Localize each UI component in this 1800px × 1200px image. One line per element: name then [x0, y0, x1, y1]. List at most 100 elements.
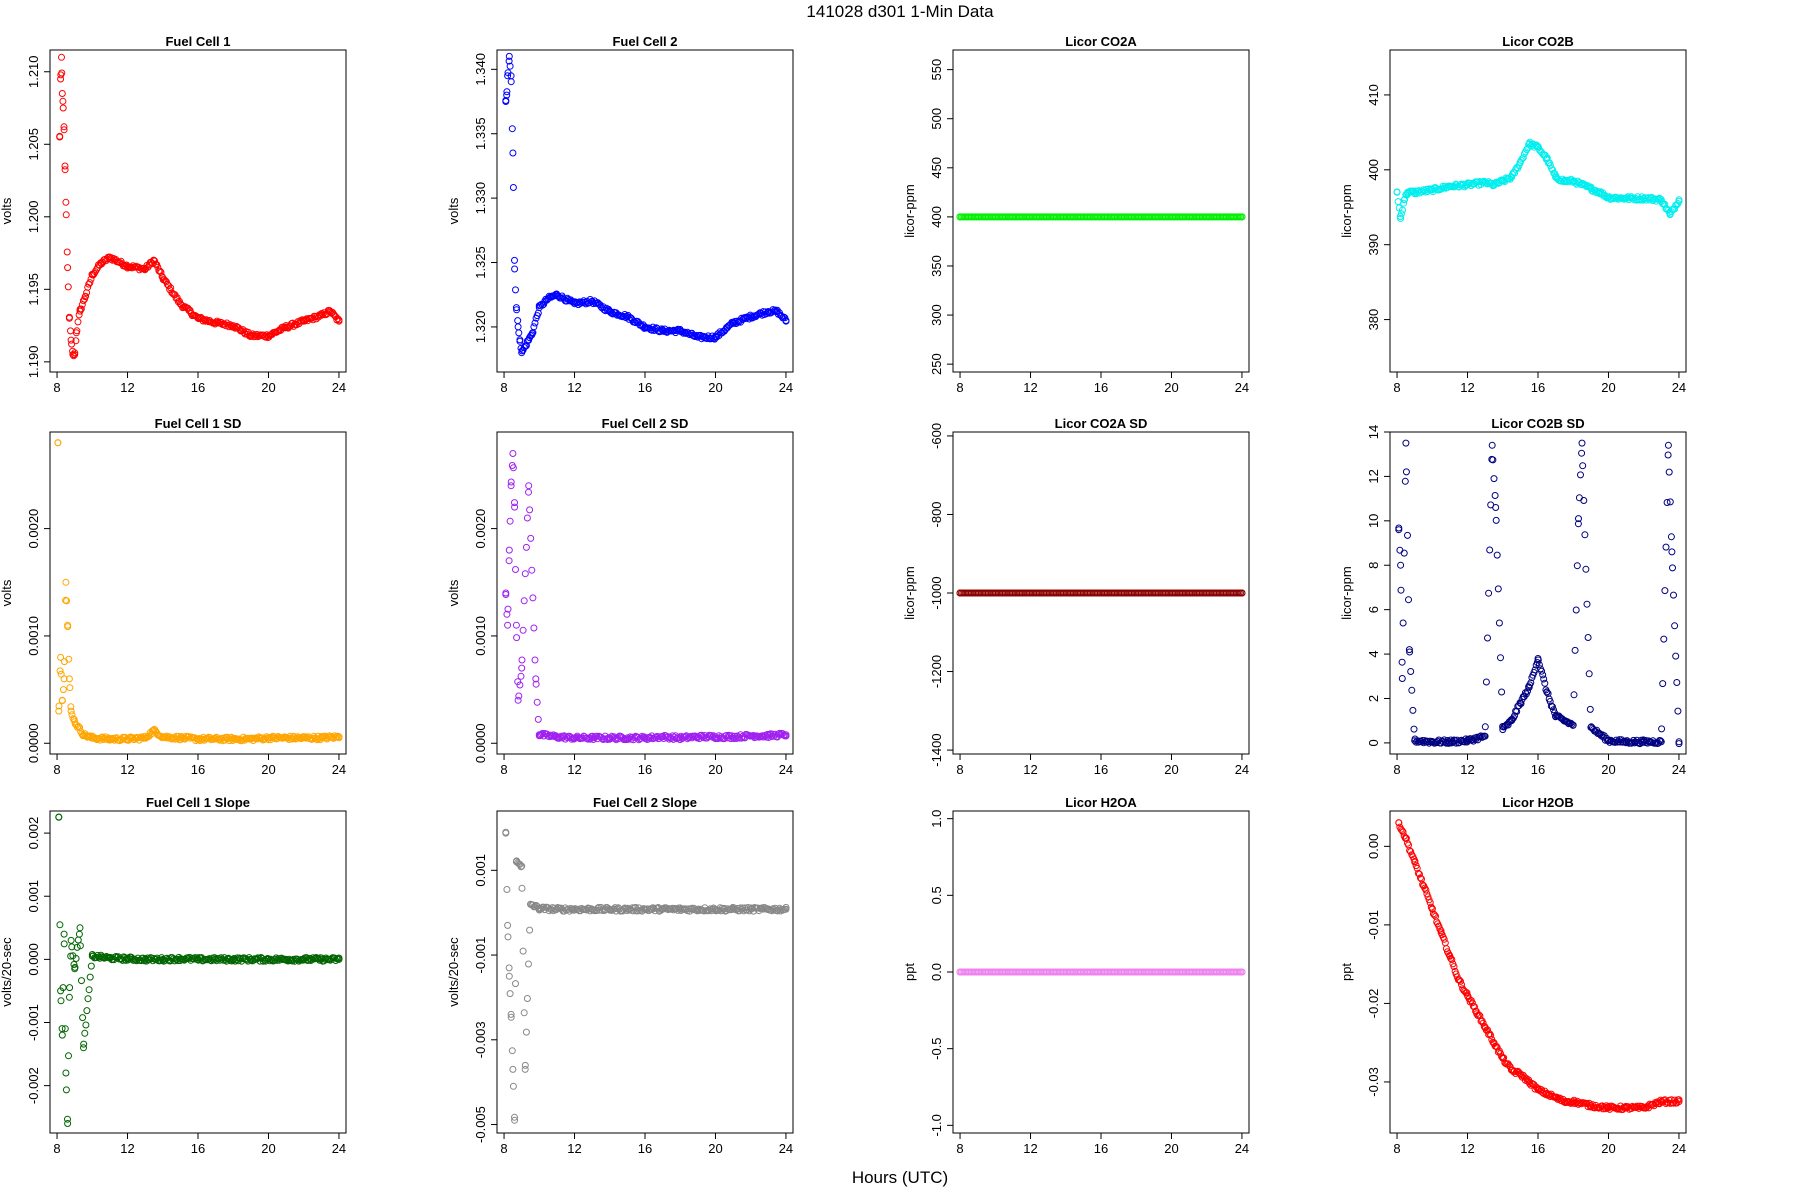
data-point	[1569, 1098, 1577, 1106]
data-point	[525, 488, 532, 496]
data-point	[1538, 667, 1546, 675]
data-point	[503, 886, 511, 893]
data-point	[508, 1047, 516, 1055]
data-point	[729, 733, 737, 741]
x-tick-label: 12	[1023, 380, 1037, 395]
data-point	[1487, 1031, 1495, 1039]
y-tick-label: -0.005	[473, 1106, 488, 1143]
data-point	[194, 955, 202, 963]
x-tick-label: 16	[1094, 1141, 1108, 1156]
data-point	[1400, 199, 1408, 207]
data-point	[247, 955, 255, 963]
data-point	[317, 955, 325, 963]
data-point	[511, 265, 519, 273]
data-point	[1568, 720, 1576, 728]
y-tick-label: 550	[929, 59, 944, 81]
data-point	[1575, 494, 1583, 502]
data-point	[55, 707, 63, 715]
data-point	[1667, 533, 1675, 541]
panel-fuel-cell-1-sd: Fuel Cell 1 SD volts 8 12 16 20 24 0.0000 0.0010…	[0, 416, 347, 777]
data-point	[71, 718, 79, 726]
data-point	[513, 306, 521, 314]
data-point	[515, 329, 523, 337]
data-point	[956, 213, 964, 221]
data-point	[1402, 835, 1410, 842]
y-tick-label: 2	[1366, 695, 1381, 702]
data-point	[1622, 738, 1630, 746]
data-point	[1437, 927, 1445, 935]
data-point	[1481, 723, 1489, 731]
data-point	[60, 930, 68, 938]
data-point	[1657, 1098, 1665, 1106]
y-tick-label: 0.0000	[473, 723, 488, 763]
data-point	[1640, 1104, 1648, 1112]
data-point	[128, 733, 136, 741]
x-tick-label: 20	[261, 380, 275, 395]
data-point	[1539, 671, 1547, 679]
data-point	[1525, 683, 1533, 691]
data-point	[782, 317, 790, 324]
panel-title: Fuel Cell 1 Slope	[146, 795, 250, 810]
data-point	[676, 327, 684, 335]
x-tick-label: 20	[1601, 380, 1615, 395]
data-point	[229, 955, 237, 963]
y-axis-label: licor-ppm	[902, 566, 917, 619]
data-point	[1484, 634, 1491, 642]
data-point	[1560, 1098, 1568, 1106]
data-point	[1525, 683, 1533, 691]
data-point	[956, 589, 964, 597]
data-points	[956, 589, 1246, 597]
data-point	[1560, 177, 1568, 185]
data-points	[502, 450, 790, 744]
data-point	[1393, 188, 1401, 196]
y-tick-label: 0.00	[1366, 834, 1381, 859]
y-tick-label: -1400	[929, 733, 944, 766]
y-axis-label: volts	[446, 579, 461, 606]
data-point	[247, 735, 255, 743]
data-point	[525, 336, 533, 344]
data-point	[507, 78, 515, 86]
data-point	[689, 906, 697, 914]
data-point	[956, 968, 964, 976]
y-tick-label: 390	[1366, 234, 1381, 256]
data-point	[300, 317, 308, 325]
data-point	[606, 308, 614, 315]
data-point	[1497, 654, 1504, 662]
data-point	[1605, 194, 1612, 201]
x-tick-label: 8	[500, 380, 507, 395]
x-tick-label: 20	[1164, 380, 1178, 395]
data-point	[265, 734, 272, 742]
data-point	[159, 733, 167, 741]
panel-licor-h2ob: Licor H2OB ppt 8 12 16 20 24 -0.03 -0.02 -0.01 0.0…	[1339, 795, 1687, 1156]
data-point	[106, 954, 114, 962]
data-point	[81, 1029, 89, 1037]
data-point	[507, 1010, 515, 1018]
data-point	[216, 736, 224, 744]
plot-frame	[496, 810, 794, 1134]
data-point	[213, 317, 221, 325]
data-point	[506, 990, 514, 998]
data-point	[641, 323, 649, 331]
x-tick-label: 8	[1393, 380, 1400, 395]
data-point	[1471, 1003, 1478, 1011]
y-tick-label: 1.190	[26, 346, 41, 379]
data-point	[544, 295, 552, 303]
data-point	[1529, 140, 1537, 148]
data-points	[55, 813, 343, 1127]
data-points	[956, 213, 1246, 221]
data-point	[1534, 143, 1542, 151]
data-point	[1508, 1066, 1516, 1074]
data-point	[1411, 737, 1419, 745]
data-point	[160, 276, 168, 284]
data-point	[1455, 976, 1463, 984]
panel-title: Fuel Cell 1 SD	[155, 416, 242, 431]
data-point	[764, 308, 772, 315]
data-point	[113, 953, 121, 961]
panel-title: Fuel Cell 2 Slope	[593, 795, 697, 810]
data-point	[61, 162, 69, 170]
data-point	[76, 924, 84, 932]
data-point	[58, 1031, 66, 1039]
data-point	[1575, 515, 1582, 523]
x-tick-label: 24	[332, 380, 346, 395]
